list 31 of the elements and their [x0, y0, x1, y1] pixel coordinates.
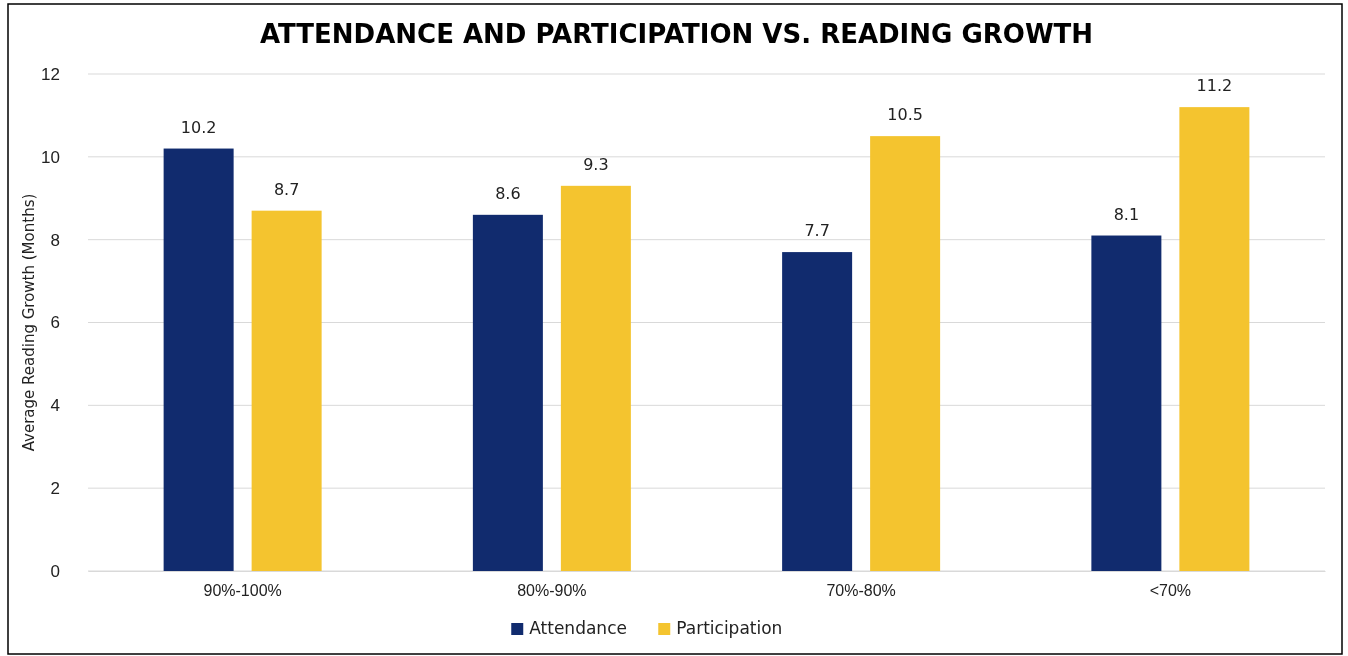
y-tick-label: 0 [50, 561, 60, 581]
y-tick-label: 10 [41, 147, 60, 167]
data-label: 10.2 [180, 117, 217, 137]
x-tick-label: 70%-80% [826, 582, 896, 600]
y-tick-label: 6 [50, 313, 60, 333]
x-tick-label: 80%-90% [517, 582, 587, 600]
data-label: 7.7 [804, 221, 830, 241]
y-tick-label: 2 [50, 479, 60, 499]
data-label: 10.5 [887, 105, 923, 125]
bar [870, 136, 941, 571]
x-tick-label: <70% [1149, 582, 1192, 600]
bar [251, 210, 322, 571]
data-label: 9.3 [583, 154, 609, 174]
y-tick-label: 8 [50, 230, 60, 250]
data-label: 8.1 [1113, 204, 1140, 224]
y-tick-label: 4 [50, 396, 60, 416]
bar [163, 148, 234, 571]
bar [560, 185, 631, 571]
legend-label: Participation [676, 618, 783, 638]
legend-label: Attendance [529, 618, 627, 638]
data-label: 8.7 [273, 179, 300, 199]
bar [1091, 235, 1162, 571]
data-label: 11.2 [1196, 76, 1233, 96]
y-tick-label: 12 [41, 64, 60, 84]
chart-title: ATTENDANCE AND PARTICIPATION VS. READING GROWTH [259, 19, 1094, 49]
y-axis-title: Average Reading Growth (Months) [20, 193, 38, 452]
bar [1179, 107, 1250, 571]
data-label: 8.6 [495, 183, 521, 203]
x-tick-label: 90%-100% [203, 582, 282, 600]
bar [472, 214, 543, 571]
bar [782, 252, 853, 571]
